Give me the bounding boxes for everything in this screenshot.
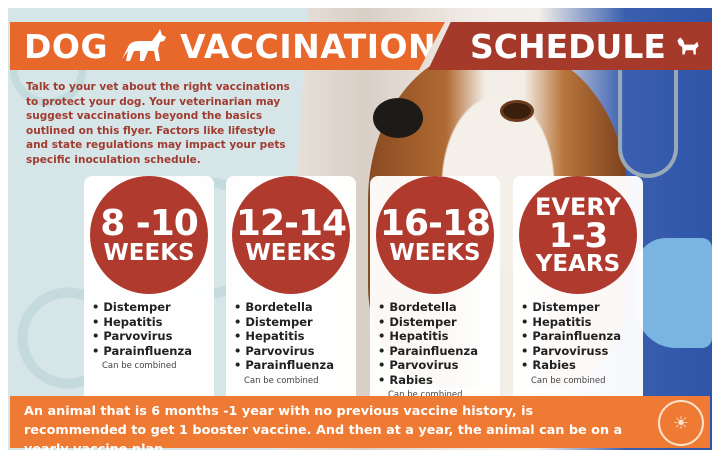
age-range: 1-3	[548, 215, 608, 256]
vaccine-item: Parainfluenza	[234, 358, 334, 373]
schedule-card-every-1-3-years: EVERY 1-3 YEARS Distemper Hepatitis Para…	[513, 176, 643, 398]
age-circle: 12-14 WEEKS	[232, 176, 350, 294]
vaccine-list: Distemper Hepatitis Parainfluenza Parvov…	[521, 300, 621, 388]
combined-note: Can be combined	[388, 390, 463, 400]
vaccine-item: Hepatitis	[378, 329, 478, 344]
title-vaccination: VACCINATION	[180, 26, 437, 66]
intro-text: Talk to your vet about the right vaccina…	[26, 81, 290, 166]
vaccine-item: Hepatitis	[92, 315, 192, 330]
age-range: 12-14	[235, 202, 347, 244]
vaccine-item: Rabies	[521, 358, 621, 373]
vaccine-item: Distemper	[92, 300, 192, 315]
dog-eye	[500, 100, 534, 122]
age-unit: WEEKS	[389, 239, 481, 266]
vaccine-list: Distemper Hepatitis Parvovirus Parainflu…	[92, 300, 192, 374]
vaccine-item: Rabies	[378, 373, 478, 388]
age-range: 16-18	[379, 202, 491, 244]
age-prefix: EVERY	[535, 192, 621, 221]
schedule-card-8-10-weeks: 8 -10 WEEKS Distemper Hepatitis Parvovir…	[84, 176, 214, 398]
dog-silhouette-icon	[122, 29, 167, 61]
vaccine-item: Parvovirus	[378, 358, 478, 373]
age-circle: 16-18 WEEKS	[376, 176, 494, 294]
combined-note: Can be combined	[531, 375, 606, 386]
vaccine-item: Bordetella	[234, 300, 334, 315]
schedule-card-16-18-weeks: 16-18 WEEKS Bordetella Distemper Hepatit…	[370, 176, 500, 400]
title-schedule: SCHEDULE	[470, 26, 666, 66]
age-range: 8 -10	[100, 202, 199, 244]
vet-glove-image	[636, 238, 712, 348]
age-unit: WEEKS	[103, 239, 195, 266]
vaccine-item: Parvovirus	[234, 344, 334, 359]
age-unit: YEARS	[535, 250, 621, 277]
vaccine-item: Parainfluenza	[92, 344, 192, 359]
age-unit: WEEKS	[245, 239, 337, 266]
age-circle: 8 -10 WEEKS	[90, 176, 208, 294]
combined-note: Can be combined	[102, 361, 177, 371]
vaccine-item: Parvoviruss	[521, 344, 621, 359]
vaccine-list: Bordetella Distemper Hepatitis Parainflu…	[378, 300, 478, 403]
footer-banner: An animal that is 6 months -1 year with …	[10, 396, 710, 450]
age-circle: EVERY 1-3 YEARS	[519, 176, 637, 294]
dog-nose	[373, 98, 423, 138]
schedule-card-12-14-weeks: 12-14 WEEKS Bordetella Distemper Hepatit…	[226, 176, 356, 398]
flyer: DOG VACCINATION SCHEDULE Talk to your ve…	[8, 8, 712, 450]
title-dog: DOG	[24, 26, 109, 66]
vaccine-item: Hepatitis	[521, 315, 621, 330]
footer-text: An animal that is 6 months -1 year with …	[24, 404, 623, 450]
vaccine-item: Parainfluenza	[378, 344, 478, 359]
combined-note: Can be combined	[244, 375, 319, 386]
vaccine-item: Distemper	[521, 300, 621, 315]
vaccine-list: Bordetella Distemper Hepatitis Parvoviru…	[234, 300, 334, 388]
stethoscope-image	[618, 38, 678, 178]
vaccine-item: Parvovirus	[92, 329, 192, 344]
small-dog-icon	[677, 37, 699, 55]
city-seal-logo: ☀	[658, 400, 704, 446]
title-banner: DOG VACCINATION	[10, 22, 445, 70]
schedule-banner: SCHEDULE	[428, 22, 712, 70]
vaccine-item: Distemper	[234, 315, 334, 330]
vaccine-item: Hepatitis	[234, 329, 334, 344]
vaccine-item: Bordetella	[378, 300, 478, 315]
vaccine-item: Distemper	[378, 315, 478, 330]
vaccine-item: Parainfluenza	[521, 329, 621, 344]
